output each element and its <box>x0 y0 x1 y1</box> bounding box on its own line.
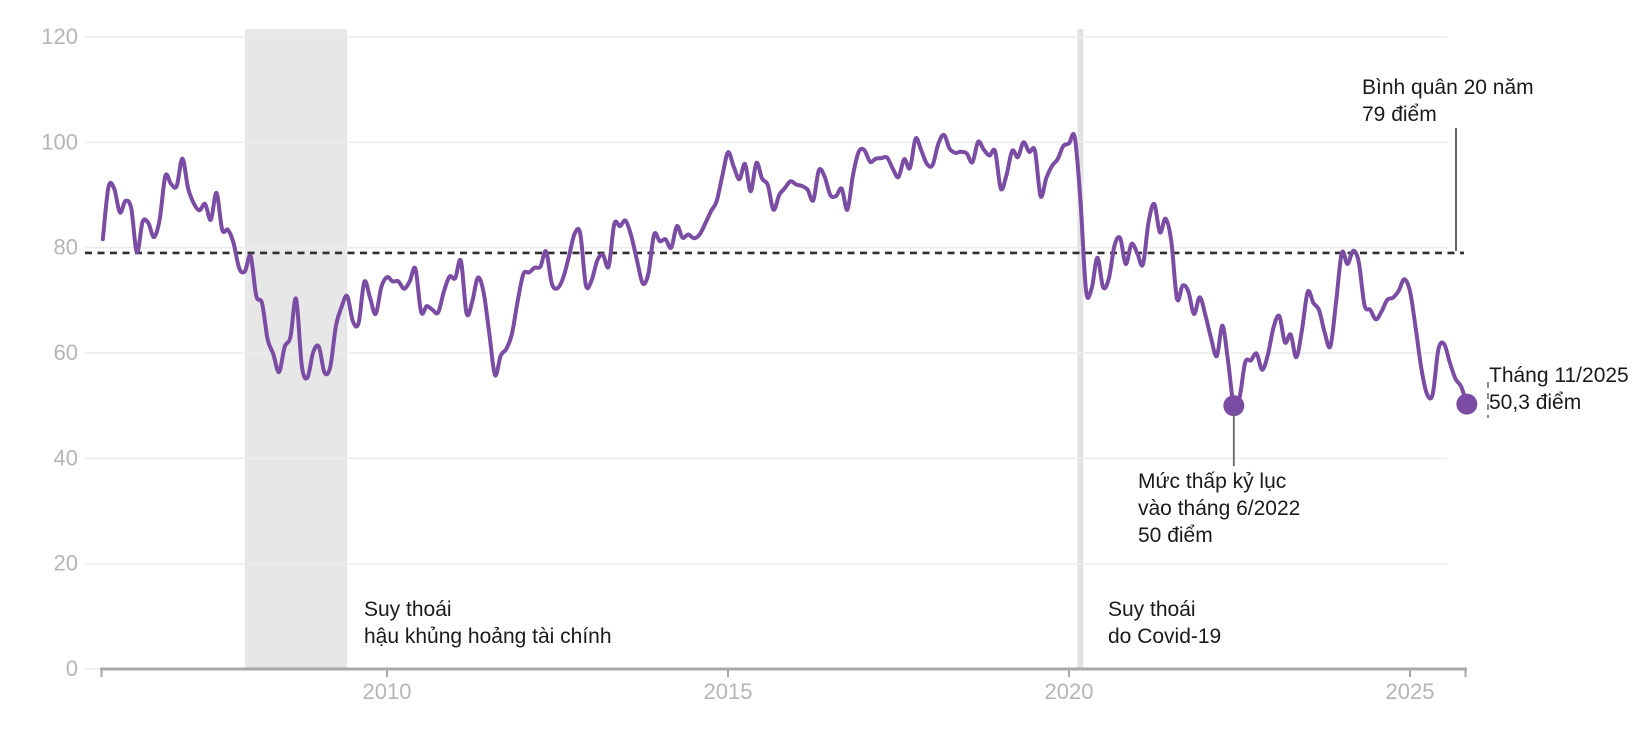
y-tick-label-40: 40 <box>54 445 78 470</box>
record-low-dot <box>1223 395 1245 417</box>
recession-2008-line1: Suy thoái <box>364 598 452 621</box>
y-tick-label-0: 0 <box>66 656 78 681</box>
latest-value-line2: 50,3 điểm <box>1489 391 1582 414</box>
record-low-line2: vào tháng 6/2022 <box>1138 497 1301 520</box>
latest-value-annotation: Tháng 11/2025 50,3 điểm <box>1489 362 1629 416</box>
recession-2008-line2: hậu khủng hoảng tài chính <box>364 625 612 648</box>
recession-covid-line1: Suy thoái <box>1108 598 1196 621</box>
average-annotation-line1: Bình quân 20 năm <box>1362 76 1534 99</box>
record-low-annotation: Mức thấp kỷ lục vào tháng 6/2022 50 điểm <box>1138 468 1300 549</box>
average-annotation-line2: 79 điểm <box>1362 103 1437 126</box>
x-tick-label-2020: 2020 <box>1045 679 1094 704</box>
covid-recession-band <box>1077 29 1084 669</box>
y-tick-label-100: 100 <box>41 129 78 154</box>
average-annotation: Bình quân 20 năm 79 điểm <box>1362 74 1534 128</box>
y-tick-label-80: 80 <box>54 235 78 260</box>
recession-covid-line2: do Covid-19 <box>1108 625 1222 648</box>
x-tick-label-2025: 2025 <box>1386 679 1435 704</box>
recession-2008-annotation: Suy thoái hậu khủng hoảng tài chính <box>364 596 612 650</box>
recession-band-2008 <box>244 29 348 669</box>
x-tick-label-2010: 2010 <box>363 679 412 704</box>
y-tick-label-20: 20 <box>54 551 78 576</box>
latest-value-line1: Tháng 11/2025 <box>1489 364 1629 387</box>
x-tick-label-2015: 2015 <box>704 679 753 704</box>
record-low-line3: 50 điểm <box>1138 524 1213 547</box>
y-tick-label-60: 60 <box>54 340 78 365</box>
latest-dot <box>1456 393 1478 415</box>
y-tick-label-120: 120 <box>41 24 78 49</box>
record-low-line1: Mức thấp kỷ lục <box>1138 470 1287 493</box>
recession-covid-annotation: Suy thoái do Covid-19 <box>1108 596 1221 650</box>
